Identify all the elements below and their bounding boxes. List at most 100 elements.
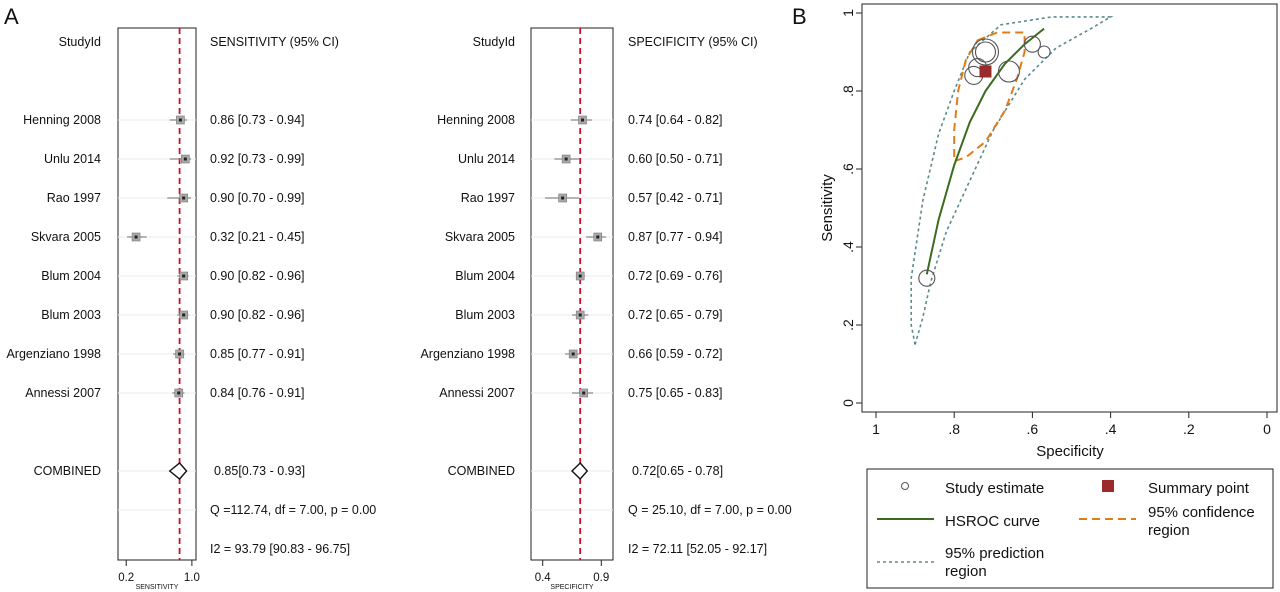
specificity-point-center bbox=[581, 118, 585, 122]
specificity-plot-frame bbox=[530, 27, 614, 561]
sensitivity-axis-title: SENSITIVITY bbox=[136, 584, 179, 591]
specificity-ci-header: SPECIFICITY (95% CI) bbox=[628, 35, 758, 49]
study-name-label: Henning 2008 bbox=[437, 113, 515, 127]
specificity-axis-tick-label: 0.4 bbox=[535, 572, 552, 584]
sroc-y-tick-label: .6 bbox=[840, 163, 856, 175]
specificity-combined-label: COMBINED bbox=[448, 464, 515, 478]
sensitivity-ci-value: 0.85 [0.77 - 0.91] bbox=[210, 347, 305, 361]
sroc-y-tick-label: 1 bbox=[840, 9, 856, 17]
summary-point bbox=[979, 65, 992, 78]
panel-b-label: B bbox=[792, 4, 807, 29]
legend-hsroc-label: HSROC curve bbox=[945, 513, 1040, 530]
study-estimate-point bbox=[974, 41, 997, 63]
sensitivity-point-center bbox=[182, 313, 186, 317]
sensitivity-combined-value: 0.85[0.73 - 0.93] bbox=[214, 464, 305, 478]
sroc-y-tick-label: .4 bbox=[840, 241, 856, 253]
sensitivity-ci-value: 0.32 [0.21 - 0.45] bbox=[210, 230, 305, 244]
sensitivity-i2-statistic: I2 = 93.79 [90.83 - 96.75] bbox=[210, 542, 350, 556]
sensitivity-plot-frame bbox=[117, 27, 197, 561]
specificity-combined-diamond bbox=[570, 461, 589, 481]
legend-study-label: Study estimate bbox=[945, 480, 1044, 497]
legend-prediction-label-2: region bbox=[945, 563, 987, 580]
sroc-plot-frame bbox=[861, 3, 1278, 413]
sensitivity-axis-tick-label: 0.2 bbox=[118, 572, 134, 584]
study-name-label: Unlu 2014 bbox=[458, 152, 515, 166]
legend-confidence-label-1: 95% confidence bbox=[1148, 504, 1255, 521]
specificity-ci-value: 0.66 [0.59 - 0.72] bbox=[628, 347, 723, 361]
sensitivity-ci-value: 0.90 [0.82 - 0.96] bbox=[210, 269, 305, 283]
study-name-label: Skvara 2005 bbox=[31, 230, 101, 244]
sroc-legend: Study estimate Summary point HSROC curve 95… bbox=[866, 468, 1274, 589]
sensitivity-point-center bbox=[183, 157, 187, 161]
sroc-y-axis-title: Sensitivity bbox=[819, 174, 836, 242]
specificity-combined-value: 0.72[0.65 - 0.78] bbox=[632, 464, 723, 478]
sroc-x-axis-title: Specificity bbox=[1036, 443, 1104, 460]
specificity-forest-plot: StudyId SPECIFICITY (95% CI) Henning 2008 0… bbox=[420, 27, 792, 591]
sensitivity-ci-value: 0.92 [0.73 - 0.99] bbox=[210, 152, 305, 166]
sensitivity-ci-header: SENSITIVITY (95% CI) bbox=[210, 35, 339, 49]
sroc-x-tick-label: .4 bbox=[1105, 421, 1117, 437]
sensitivity-forest-plot: StudyId SENSITIVITY (95% CI) Henning 2008 0… bbox=[6, 27, 376, 591]
specificity-point-center bbox=[582, 391, 586, 395]
study-name-label: Blum 2003 bbox=[455, 308, 515, 322]
sensitivity-point-center bbox=[177, 391, 181, 395]
study-estimate-point bbox=[918, 269, 936, 287]
sensitivity-ci-value: 0.86 [0.73 - 0.94] bbox=[210, 113, 305, 127]
sensitivity-studyid-header: StudyId bbox=[59, 35, 101, 49]
legend-prediction-label-1: 95% prediction bbox=[945, 545, 1044, 562]
hsroc-curve bbox=[925, 27, 1045, 275]
sensitivity-q-statistic: Q =112.74, df = 7.00, p = 0.00 bbox=[210, 503, 376, 517]
sensitivity-ci-value: 0.90 [0.82 - 0.96] bbox=[210, 308, 305, 322]
sensitivity-point-center bbox=[182, 196, 186, 200]
study-name-label: Unlu 2014 bbox=[44, 152, 101, 166]
study-estimate-point bbox=[997, 60, 1020, 83]
study-name-label: Rao 1997 bbox=[47, 191, 101, 205]
legend-frame bbox=[866, 468, 1274, 589]
specificity-ci-value: 0.75 [0.65 - 0.83] bbox=[628, 386, 723, 400]
study-estimate-point bbox=[971, 38, 1000, 66]
sensitivity-point-center bbox=[134, 235, 138, 239]
specificity-point-center bbox=[578, 274, 582, 278]
specificity-ci-value: 0.87 [0.77 - 0.94] bbox=[628, 230, 723, 244]
specificity-point-center bbox=[561, 196, 565, 200]
sroc-y-tick-label: 0 bbox=[840, 399, 856, 407]
study-name-label: Blum 2004 bbox=[455, 269, 515, 283]
legend-summary-label: Summary point bbox=[1148, 480, 1250, 497]
sensitivity-point-center bbox=[182, 274, 186, 278]
study-name-label: Skvara 2005 bbox=[445, 230, 515, 244]
sensitivity-axis-tick-label: 1.0 bbox=[184, 572, 200, 584]
specificity-ci-value: 0.57 [0.42 - 0.71] bbox=[628, 191, 723, 205]
sensitivity-combined-label: COMBINED bbox=[34, 464, 101, 478]
specificity-point-center bbox=[571, 352, 575, 356]
sroc-plot: 1 .8 .6 .4 .2 0 0 .2 .4 .6 .8 1 Specificity Sensitivi… bbox=[819, 3, 1278, 460]
study-estimate-point bbox=[1037, 45, 1051, 59]
legend-summary-marker bbox=[1102, 480, 1114, 492]
study-name-label: Blum 2004 bbox=[41, 269, 101, 283]
specificity-i2-statistic: I2 = 72.11 [52.05 - 92.17] bbox=[628, 542, 767, 556]
study-name-label: Argenziano 1998 bbox=[420, 347, 515, 361]
specificity-point-center bbox=[578, 313, 582, 317]
study-name-label: Blum 2003 bbox=[41, 308, 101, 322]
specificity-axis-tick-label: 0.9 bbox=[593, 572, 609, 584]
sensitivity-ci-value: 0.90 [0.70 - 0.99] bbox=[210, 191, 305, 205]
study-estimate-point bbox=[1023, 35, 1041, 53]
sroc-x-tick-label: .6 bbox=[1027, 421, 1039, 437]
sensitivity-point-center bbox=[178, 352, 182, 356]
sroc-y-tick-label: .8 bbox=[840, 85, 856, 97]
specificity-point-center bbox=[596, 235, 600, 239]
legend-confidence-label-2: region bbox=[1148, 522, 1190, 539]
specificity-studyid-header: StudyId bbox=[473, 35, 515, 49]
sroc-x-tick-label: 0 bbox=[1263, 421, 1271, 437]
sensitivity-combined-diamond bbox=[168, 462, 188, 480]
panel-a-label: A bbox=[4, 4, 19, 29]
specificity-point-center bbox=[564, 157, 568, 161]
sroc-y-tick-label: .2 bbox=[840, 319, 856, 331]
specificity-q-statistic: Q = 25.10, df = 7.00, p = 0.00 bbox=[628, 503, 792, 517]
study-name-label: Annessi 2007 bbox=[25, 386, 101, 400]
specificity-ci-value: 0.72 [0.69 - 0.76] bbox=[628, 269, 723, 283]
sensitivity-point-center bbox=[178, 118, 182, 122]
study-name-label: Henning 2008 bbox=[23, 113, 101, 127]
study-name-label: Annessi 2007 bbox=[439, 386, 515, 400]
sroc-x-tick-label: 1 bbox=[872, 421, 880, 437]
